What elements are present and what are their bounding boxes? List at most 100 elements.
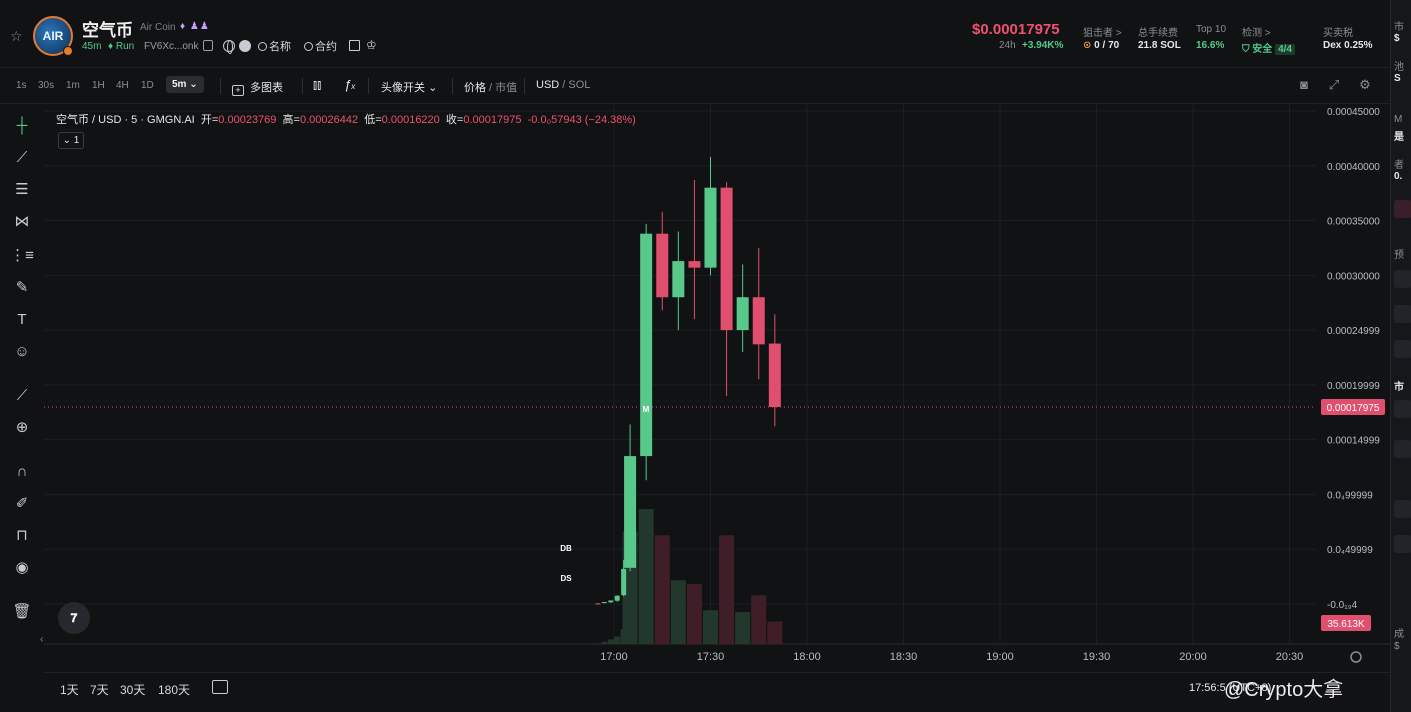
candle-type-icon[interactable]: ⫾⫾ [313,77,322,92]
axis-settings-icon[interactable] [1350,651,1362,663]
volume-bar [601,641,608,644]
y-axis-label: 0.00035000 [1327,217,1380,228]
legend-collapse-button[interactable]: ⌄ 1 [58,132,84,149]
crown-icon[interactable]: ♔ [366,38,377,52]
external-link-icon[interactable] [349,40,360,51]
token-name: 空气币 [82,21,133,40]
pattern-icon[interactable]: ⋈ [14,213,30,230]
current-price: $0.00017975 [972,21,1060,38]
magnet-icon[interactable]: ∩ [16,463,28,480]
fullscreen-icon[interactable]: ⤢ [1328,77,1340,92]
logo-badge-icon [63,46,73,56]
rp-text: 市 [1394,382,1404,393]
trend-line-icon[interactable]: ⟋ [16,149,28,166]
chart-canvas[interactable]: 0.00045000 0.00040000 0.00035000 0.00030000… [44,104,1390,672]
marker-ds-text: DS [560,574,572,583]
website-icon[interactable] [223,40,235,54]
candle-body [601,602,607,604]
rp-button[interactable] [1394,535,1411,553]
legend-high-label: 高= [282,114,300,126]
chart-legend: 空气币 / USD · 5 · GMGN.AI 开=0.00023769 高=0… [56,111,636,127]
multi-chart-label: 多图表 [250,82,283,94]
copy-icon[interactable] [203,40,213,51]
x-axis-label: 17:00 [600,651,628,663]
timeframe-30s[interactable]: 30s [38,80,55,91]
currency-toggle[interactable]: USD / SOL [536,79,591,91]
rp-button[interactable] [1394,270,1411,288]
camera-icon[interactable]: ◙ [1300,77,1308,92]
calendar-icon[interactable] [212,680,228,694]
multi-chart-button[interactable]: + 多图表 [232,79,283,96]
rp-button[interactable] [1394,200,1411,218]
token-logo: AIR [33,16,73,56]
trash-icon[interactable]: 🗑 [12,603,32,620]
timeframe-1h[interactable]: 1H [92,80,105,91]
lock-drawing-icon[interactable]: ✐ [15,495,29,512]
coin-icon[interactable] [239,40,251,52]
rp-button[interactable] [1394,440,1411,458]
collapse-tools-icon[interactable]: ‹ [40,634,44,645]
legend-close: 0.00017975 [463,114,522,126]
candle-body [672,261,685,298]
price-mcap-toggle[interactable]: 价格 / 市值 [464,82,518,94]
token-header: ☆ AIR 空气币 Air Coin ♦ ♟♟ 45m ♦ Run FV6Xc.… [0,0,1390,68]
favorite-star-icon[interactable]: ☆ [10,28,23,44]
ruler-icon[interactable]: ⟋ [16,387,28,404]
divider [524,78,525,94]
zoom-in-icon[interactable]: ⊕ [15,419,29,436]
text-tool-icon[interactable]: T [17,311,27,328]
range-180d[interactable]: 180天 [158,683,191,697]
timeframe-4h[interactable]: 4H [116,80,129,91]
emoji-icon[interactable]: ☺ [14,343,30,360]
range-7d[interactable]: 7天 [90,683,109,697]
marker-m[interactable]: M [636,400,656,420]
top10-label: Top 10 [1196,24,1227,35]
timeframe-1s[interactable]: 1s [16,80,27,91]
eye-icon[interactable]: ◉ [15,559,29,576]
unlock-icon[interactable]: ⊓ [16,527,28,544]
tradingview-logo[interactable]: 𝟕 [58,602,90,634]
marker-ds[interactable]: DS [556,569,576,589]
brush-icon[interactable]: ✎ [15,279,29,296]
range-1d[interactable]: 1天 [60,683,79,697]
avatar-toggle-label: 头像开关 [381,82,425,94]
volume-bar [670,580,686,644]
rp-text: S [1394,73,1401,84]
volume-label: 35.613K [1327,619,1365,630]
volume-bar [686,584,702,644]
marker-db[interactable]: DB [556,539,576,559]
rp-text: 池 [1394,62,1404,73]
candle-body [608,600,614,603]
range-30d[interactable]: 30天 [120,683,146,697]
change-value: +3.94K% [1022,40,1064,51]
volume-bar [719,535,735,644]
avatar-toggle-button[interactable]: 头像开关 ⌄ [381,79,437,95]
price-chart[interactable]: 0.00045000 0.00040000 0.00035000 0.00030000… [44,104,1390,672]
crosshair-icon[interactable]: ┼ [16,117,28,134]
timeframe-1d[interactable]: 1D [141,80,154,91]
settings-gear-icon[interactable]: ⚙ [1359,77,1371,92]
fib-icon[interactable]: ⋮≡ [10,247,34,264]
timeframe-5m-label: 5m [172,79,187,90]
timeframe-5m[interactable]: 5m ⌄ [166,76,204,93]
check-score: 4/4 [1275,44,1295,55]
horizontal-lines-icon[interactable]: ☰ [15,181,29,198]
snipers-count: 0 / 70 [1094,40,1120,51]
rp-button[interactable] [1394,400,1411,418]
search-name-button[interactable]: 名称 [258,38,291,54]
search-name-label: 名称 [269,41,291,53]
snipers-label[interactable]: 狙击者 > [1083,28,1122,39]
indicators-icon[interactable]: ƒx [344,77,356,92]
token-address[interactable]: FV6Xc...onk [144,41,199,52]
price-option: 价格 [464,82,486,94]
y-axis-label: 0.00040000 [1327,162,1380,173]
chevron-down-icon: ⌄ [189,79,198,90]
rp-button[interactable] [1394,340,1411,358]
rp-button[interactable] [1394,305,1411,323]
check-label[interactable]: 检测 > [1242,28,1271,39]
rp-button[interactable] [1394,500,1411,518]
timeframe-1m[interactable]: 1m [66,80,80,91]
x-axis-label: 19:00 [986,651,1014,663]
search-contract-button[interactable]: 合约 [304,38,337,54]
volume-bar [614,636,621,644]
